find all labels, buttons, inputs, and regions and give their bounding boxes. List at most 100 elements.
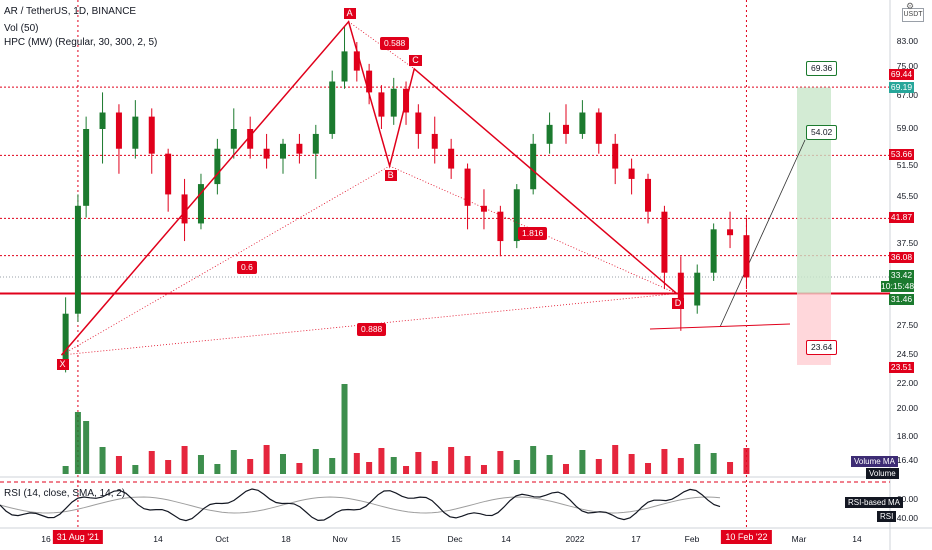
pattern-point-A: A [343,7,356,19]
candle-body-39 [661,211,668,273]
price-tag-1: 69.19 [889,82,914,93]
candle-body-11 [230,129,237,149]
volume-bar-29 [497,451,504,474]
price-tag-0: 69.44 [889,69,914,80]
price-axis-label: 22.00 [896,378,918,388]
candle-body-30 [513,189,520,242]
target-zones [649,87,831,365]
candle-body-36 [612,143,619,169]
volume-bar-39 [661,449,668,474]
price-axis-label: 59.00 [896,123,918,133]
candle-body-12 [247,129,254,149]
candle-body-20 [366,70,373,93]
currency-badge[interactable]: USDT [902,8,924,22]
candle-body-27 [464,168,471,206]
price-axis-label: 37.50 [896,238,918,248]
volume-bar-17 [329,458,336,474]
volume-bar-28 [480,465,487,474]
time-axis-label: 18 [281,534,291,544]
candle-body-43 [727,229,734,236]
pattern-point-D: D [671,297,685,309]
time-axis-highlight-0: 31 Aug '21 [52,530,104,544]
volume-bar-33 [562,464,569,474]
pattern-point-X: X [56,359,69,370]
time-axis-label: 15 [391,534,401,544]
volume-bar-16 [312,449,319,474]
target-box-0: 69.36 [806,61,838,76]
candle-body-41 [694,272,701,306]
volume-bar-34 [579,450,586,474]
price-axis-label: 27.50 [896,320,918,330]
volume-bar-24 [415,452,422,474]
candle-body-19 [353,51,360,71]
rsi-legend[interactable]: RSI (14, close, SMA, 14, 2) [4,488,126,499]
volume-bar-40 [677,458,684,474]
volume-bar-0 [62,466,69,474]
volume-bar-27 [464,456,471,474]
volume-bar-8 [181,446,188,474]
hpc-legend[interactable]: HPC (MW) (Regular, 30, 300, 2, 5) [4,37,158,48]
volume-bar-44 [743,448,750,474]
candle-body-26 [448,148,455,169]
volume-bar-20 [366,462,373,474]
gear-icon[interactable]: ⚙ [906,1,915,11]
candle-body-14 [279,143,286,159]
price-axis-label: 24.50 [896,349,918,359]
volume-bar-30 [513,460,520,474]
time-axis-label: 17 [631,534,641,544]
volume-bar-3 [99,447,106,474]
time-axis-label: Nov [332,534,348,544]
candle-body-5 [132,116,139,149]
target-box-1: 54.02 [806,125,838,140]
volume-bar-35 [595,459,602,474]
time-axis-label: 14 [852,534,862,544]
time-axis-label: Feb [684,534,700,544]
candle-body-6 [148,116,155,154]
ratio-label-0.588: 0.588 [380,37,410,50]
price-axis-label: 83.00 [896,36,918,46]
candle-body-32 [546,124,553,144]
price-tag-4: 36.08 [889,252,914,263]
support-line [649,323,791,330]
candle-body-24 [415,112,422,134]
volume-bar-15 [296,463,303,474]
candle-body-7 [165,153,172,195]
price-tag-6: 10:15:48 [881,281,915,292]
volume-bar-2 [83,421,90,474]
indicator-tag-3: RSI [877,511,897,522]
horizontal-levels [0,86,890,483]
rsi-axis-label: 40.00 [896,513,918,523]
candle-body-9 [197,184,204,224]
volume-bar-6 [148,451,155,474]
candle-body-42 [710,229,717,273]
price-tag-3: 41.87 [889,212,914,223]
volume-bar-11 [230,450,237,474]
volume-bar-31 [530,446,537,474]
candle-body-44 [743,235,750,278]
symbol-legend[interactable]: AR / TetherUS, 1D, BINANCE [4,6,137,17]
rsi-line [0,488,721,522]
price-axis-label: 16.40 [896,455,918,465]
indicator-tag-1: Volume [866,468,899,479]
volume-bar-19 [353,453,360,474]
pattern-ratio-line-0 [61,165,390,356]
pattern-ratio-line-2 [389,165,677,294]
volume-bar-5 [132,465,139,474]
volume-bar-14 [279,454,286,474]
volume-bar-42 [710,453,717,474]
candle-body-21 [378,92,385,117]
pattern-point-C: C [409,54,422,66]
price-axis-label: 67.00 [896,90,918,100]
price-axis-label: 51.50 [896,160,918,170]
time-axis-label: 16 [41,534,51,544]
price-axis-label: 18.00 [896,431,918,441]
candle-body-8 [181,194,188,224]
candle-body-28 [480,205,487,212]
volume-legend[interactable]: Vol (50) [4,23,39,34]
candle-body-4 [115,112,122,149]
candles [62,26,750,373]
rsi-ma-line [0,496,721,514]
time-axis-label: Mar [791,534,807,544]
rsi-axis-label: 60.00 [896,494,918,504]
